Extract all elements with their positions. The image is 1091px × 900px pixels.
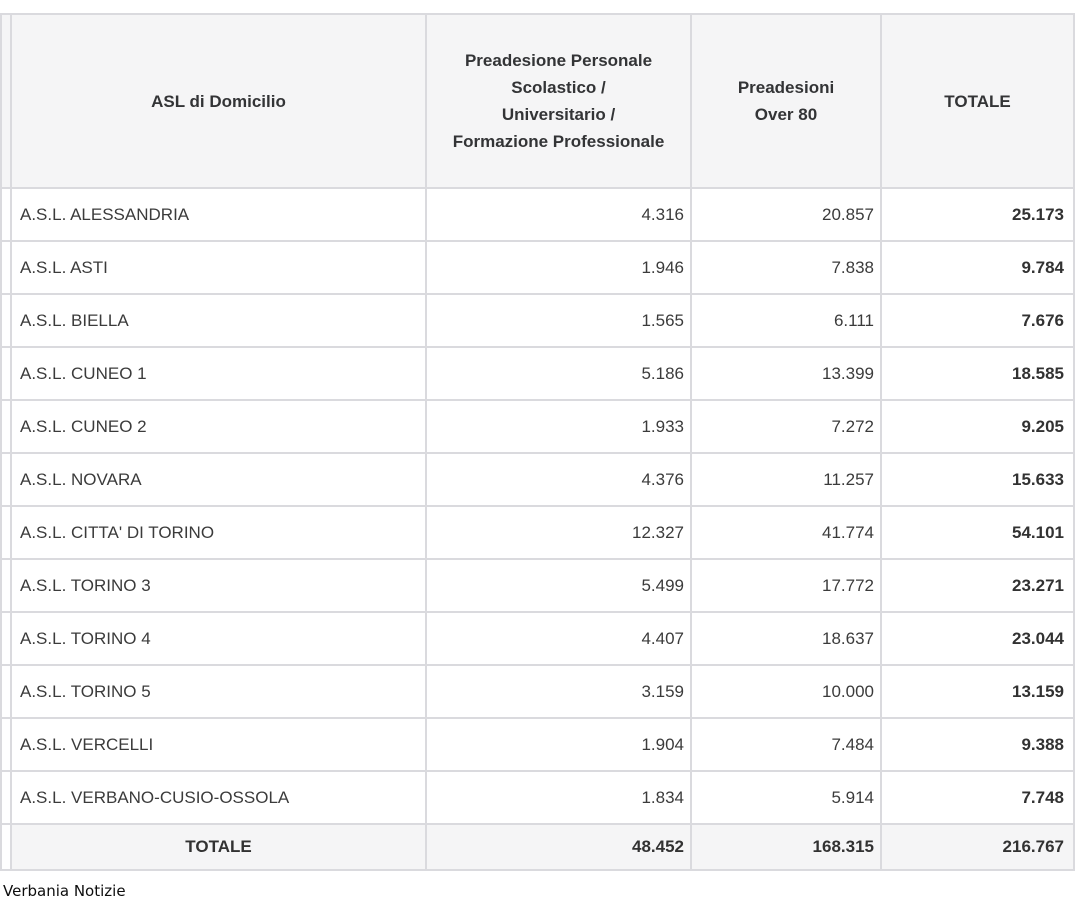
cutoff-column-sliver [0, 13, 12, 189]
cutoff-column-sliver [0, 664, 12, 719]
scolastico-value-cell: 1.565 [425, 293, 692, 348]
scolastico-value-cell: 3.159 [425, 664, 692, 719]
cutoff-column-sliver [0, 240, 12, 295]
table-row: A.S.L. CITTA' DI TORINO 12.327 41.774 54… [0, 505, 1075, 560]
totale-value-cell: 7.748 [880, 770, 1075, 825]
over80-value-cell: 18.637 [690, 611, 882, 666]
asl-name-cell: A.S.L. CITTA' DI TORINO [10, 505, 427, 560]
asl-name-cell: A.S.L. TORINO 3 [10, 558, 427, 613]
cutoff-column-sliver [0, 346, 12, 401]
cutoff-column-sliver [0, 399, 12, 454]
over80-value-cell: 7.484 [690, 717, 882, 772]
scolastico-value-cell: 1.933 [425, 399, 692, 454]
table-row: A.S.L. ASTI 1.946 7.838 9.784 [0, 240, 1075, 295]
header-cell-scolastico: Preadesione Personale Scolastico / Unive… [425, 13, 692, 189]
scolastico-value-cell: 1.946 [425, 240, 692, 295]
over80-value-cell: 10.000 [690, 664, 882, 719]
cutoff-column-sliver [0, 452, 12, 507]
over80-value-cell: 13.399 [690, 346, 882, 401]
header-label-line: Scolastico / [511, 78, 606, 97]
totals-totale-cell: 216.767 [880, 823, 1075, 871]
totals-label-cell: TOTALE [10, 823, 427, 871]
header-row: ASL di Domicilio Preadesione Personale S… [0, 13, 1075, 189]
over80-value-cell: 6.111 [690, 293, 882, 348]
table-row: A.S.L. VERBANO-CUSIO-OSSOLA 1.834 5.914 … [0, 770, 1075, 825]
cutoff-column-sliver [0, 717, 12, 772]
totale-value-cell: 18.585 [880, 346, 1075, 401]
table-row: A.S.L. ALESSANDRIA 4.316 20.857 25.173 [0, 187, 1075, 242]
totale-value-cell: 7.676 [880, 293, 1075, 348]
table-row: A.S.L. TORINO 3 5.499 17.772 23.271 [0, 558, 1075, 613]
over80-value-cell: 7.838 [690, 240, 882, 295]
table-row: A.S.L. NOVARA 4.376 11.257 15.633 [0, 452, 1075, 507]
asl-name-cell: A.S.L. TORINO 4 [10, 611, 427, 666]
asl-name-cell: A.S.L. ALESSANDRIA [10, 187, 427, 242]
scolastico-value-cell: 5.186 [425, 346, 692, 401]
scolastico-value-cell: 5.499 [425, 558, 692, 613]
over80-value-cell: 11.257 [690, 452, 882, 507]
over80-value-cell: 5.914 [690, 770, 882, 825]
totals-row: TOTALE 48.452 168.315 216.767 [0, 823, 1075, 871]
over80-value-cell: 41.774 [690, 505, 882, 560]
totale-value-cell: 25.173 [880, 187, 1075, 242]
table-row: A.S.L. CUNEO 2 1.933 7.272 9.205 [0, 399, 1075, 454]
cutoff-column-sliver [0, 823, 12, 871]
preadesioni-table: ASL di Domicilio Preadesione Personale S… [0, 13, 1075, 871]
header-label-line: Over 80 [754, 105, 818, 124]
scolastico-value-cell: 1.904 [425, 717, 692, 772]
header-cell-asl: ASL di Domicilio [10, 13, 427, 189]
scolastico-value-cell: 4.316 [425, 187, 692, 242]
header-label-totale: TOTALE [944, 91, 1011, 111]
totale-value-cell: 23.271 [880, 558, 1075, 613]
cutoff-column-sliver [0, 770, 12, 825]
totale-value-cell: 54.101 [880, 505, 1075, 560]
scolastico-value-cell: 4.407 [425, 611, 692, 666]
totale-value-cell: 9.388 [880, 717, 1075, 772]
totals-over80-cell: 168.315 [690, 823, 882, 871]
asl-name-cell: A.S.L. ASTI [10, 240, 427, 295]
header-label-asl: ASL di Domicilio [151, 91, 286, 111]
scolastico-value-cell: 1.834 [425, 770, 692, 825]
header-cell-over80: Preadesioni Over 80 [690, 13, 882, 189]
asl-name-cell: A.S.L. CUNEO 1 [10, 346, 427, 401]
page-caption: Verbania Notizie [3, 882, 126, 900]
over80-value-cell: 17.772 [690, 558, 882, 613]
asl-name-cell: A.S.L. NOVARA [10, 452, 427, 507]
cutoff-column-sliver [0, 611, 12, 666]
asl-name-cell: A.S.L. TORINO 5 [10, 664, 427, 719]
over80-value-cell: 20.857 [690, 187, 882, 242]
table-row: A.S.L. CUNEO 1 5.186 13.399 18.585 [0, 346, 1075, 401]
asl-name-cell: A.S.L. BIELLA [10, 293, 427, 348]
header-label-line: Preadesioni [737, 78, 835, 97]
totals-scolastico-cell: 48.452 [425, 823, 692, 871]
asl-name-cell: A.S.L. VERCELLI [10, 717, 427, 772]
table-row: A.S.L. TORINO 5 3.159 10.000 13.159 [0, 664, 1075, 719]
table-row: A.S.L. BIELLA 1.565 6.111 7.676 [0, 293, 1075, 348]
cutoff-column-sliver [0, 505, 12, 560]
totale-value-cell: 9.784 [880, 240, 1075, 295]
cutoff-column-sliver [0, 187, 12, 242]
scolastico-value-cell: 4.376 [425, 452, 692, 507]
asl-name-cell: A.S.L. CUNEO 2 [10, 399, 427, 454]
totale-value-cell: 9.205 [880, 399, 1075, 454]
table-row: A.S.L. TORINO 4 4.407 18.637 23.044 [0, 611, 1075, 666]
totale-value-cell: 13.159 [880, 664, 1075, 719]
scolastico-value-cell: 12.327 [425, 505, 692, 560]
table-row: A.S.L. VERCELLI 1.904 7.484 9.388 [0, 717, 1075, 772]
totale-value-cell: 15.633 [880, 452, 1075, 507]
header-label-line: Formazione Professionale [452, 132, 665, 151]
totale-value-cell: 23.044 [880, 611, 1075, 666]
asl-name-cell: A.S.L. VERBANO-CUSIO-OSSOLA [10, 770, 427, 825]
over80-value-cell: 7.272 [690, 399, 882, 454]
cutoff-column-sliver [0, 558, 12, 613]
header-label-line: Preadesione Personale [464, 51, 653, 70]
header-cell-totale: TOTALE [880, 13, 1075, 189]
header-label-line: Universitario / [501, 105, 616, 124]
cutoff-column-sliver [0, 293, 12, 348]
